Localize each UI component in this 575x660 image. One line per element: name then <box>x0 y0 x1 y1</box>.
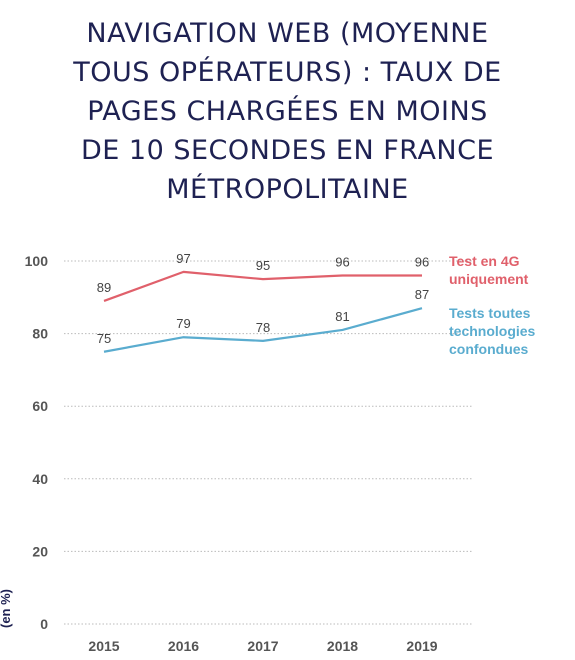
y-tick-label: 20 <box>32 543 48 559</box>
data-label: 79 <box>176 316 190 331</box>
legend-entry: Test en 4G <box>449 253 520 269</box>
y-tick-label: 60 <box>32 398 48 414</box>
data-label: 97 <box>176 251 190 266</box>
label-layer: 0 20 40 60 80 100 2015 2016 2017 2018 2019 89 97 95 96… <box>25 251 438 654</box>
series-layer <box>103 270 423 353</box>
chart-title-line: PAGES CHARGÉES EN MOINS <box>87 96 488 127</box>
chart-title-line: TOUS OPÉRATEURS) : TAUX DE <box>73 57 502 88</box>
data-label: 81 <box>335 309 349 324</box>
x-tick-label: 2018 <box>327 638 358 654</box>
data-label: 89 <box>97 280 111 295</box>
grid-layer <box>64 260 472 625</box>
y-tick-label: 80 <box>32 326 48 342</box>
y-axis-label: (en %) <box>0 589 13 628</box>
y-tick-label: 100 <box>25 253 49 269</box>
series-line-1 <box>103 270 422 302</box>
data-label: 96 <box>335 255 349 270</box>
legend: Test en 4G uniquement Tests toutes technolo… <box>449 253 536 357</box>
data-label: 95 <box>256 258 270 273</box>
legend-entry: confondues <box>449 341 529 357</box>
data-label: 75 <box>97 331 111 346</box>
y-tick-label: 0 <box>40 616 48 632</box>
x-tick-label: 2015 <box>88 638 119 654</box>
data-label: 96 <box>415 255 429 270</box>
legend-entry: Tests toutes <box>449 305 531 321</box>
chart-title-line: MÉTROPOLITAINE <box>166 174 409 205</box>
x-tick-label: 2017 <box>247 638 278 654</box>
y-tick-label: 40 <box>32 471 48 487</box>
chart-title-line: NAVIGATION WEB (MOYENNE <box>86 18 489 49</box>
x-tick-label: 2019 <box>406 638 437 654</box>
chart-title: NAVIGATION WEB (MOYENNE TOUS OPÉRATEURS)… <box>20 14 555 209</box>
data-label: 87 <box>415 287 429 302</box>
legend-entry: uniquement <box>449 271 529 287</box>
chart-title-line: DE 10 SECONDES EN FRANCE <box>80 135 495 166</box>
legend-entry: technologies <box>449 323 536 339</box>
x-tick-label: 2016 <box>168 638 199 654</box>
data-label: 78 <box>256 320 270 335</box>
